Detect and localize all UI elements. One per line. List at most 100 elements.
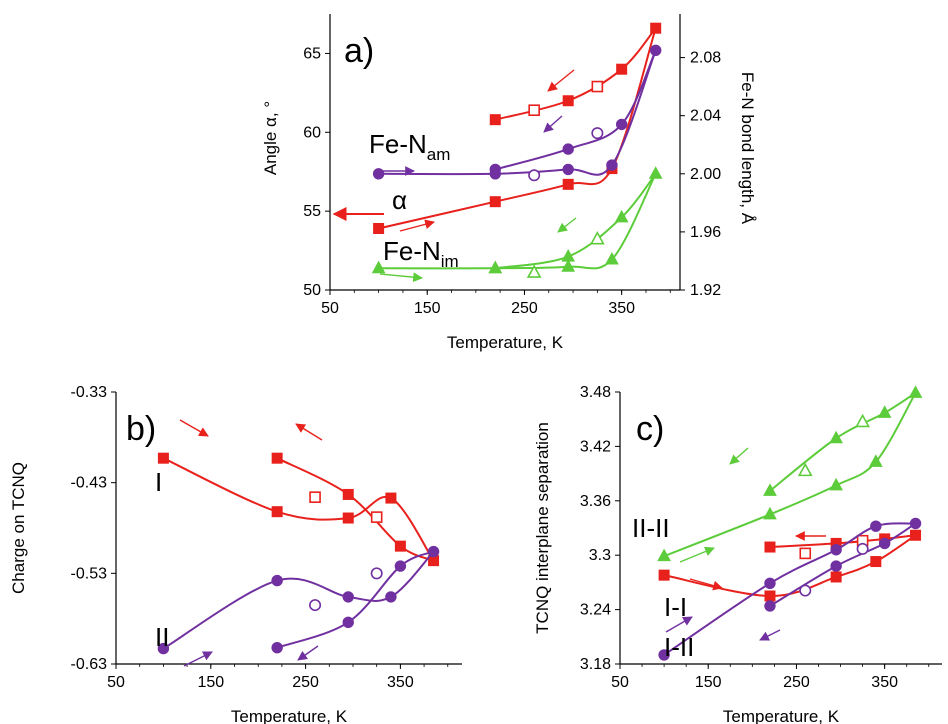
data-point [658, 649, 670, 661]
y-tick-label: -0.43 [71, 475, 108, 492]
data-point [764, 577, 776, 590]
b-purple-cooling-arrow [297, 645, 319, 661]
data-point [271, 506, 283, 518]
y-tick-label: 3.42 [580, 438, 611, 455]
data-point [489, 114, 501, 126]
y-tick-label: 50 [303, 282, 321, 299]
b-red-heating-arrow [179, 419, 209, 437]
y-tick-label: 60 [303, 124, 321, 141]
data-point-open [855, 413, 870, 428]
data-point [764, 590, 776, 602]
x-tick-label: 50 [611, 674, 629, 691]
series-i-label: I [155, 467, 162, 497]
data-point [830, 560, 842, 572]
series-1-cooling-line [276, 550, 434, 649]
data-point [649, 44, 662, 57]
panel-c-y-label: TCNQ interplane separation [533, 422, 552, 634]
series-i-i-label: I-I [664, 592, 687, 622]
x-tick-label: 250 [783, 674, 810, 691]
alpha-label: α [392, 185, 407, 215]
data-point [763, 506, 777, 520]
data-point [271, 574, 283, 587]
panel-a-series [371, 22, 663, 278]
panel-b-x-label: Temperature, K [231, 707, 348, 724]
data-point [909, 517, 922, 530]
data-point-open [528, 169, 541, 182]
x-tick-label: 250 [292, 674, 319, 691]
y2-tick-label: 2.08 [690, 50, 721, 67]
y-tick-label: -0.53 [71, 565, 108, 582]
data-point [562, 143, 574, 155]
data-point [561, 259, 576, 272]
panel-a-x-ticks: 50 150 250 350 [321, 290, 671, 317]
series-i-ii-label: I-II [664, 632, 694, 662]
c-purple-cooling-arrow [759, 629, 781, 641]
series-0-heating-line [162, 457, 435, 562]
panel-b-label: b) [126, 410, 156, 448]
panel-c-y-ticks: 3.48 3.42 3.36 3.3 3.24 3.18 [580, 384, 620, 673]
data-point-open [526, 264, 542, 278]
data-point [658, 569, 670, 581]
data-point [830, 544, 842, 556]
y2-tick-label: 2.00 [690, 166, 721, 183]
b-red-cooling-arrow [295, 423, 323, 441]
panel-b-series [157, 452, 440, 655]
data-point [342, 512, 354, 524]
series-0-cooling-line [276, 457, 434, 562]
panel-c: 50 150 250 350 3.48 3.42 3.36 3.3 3.24 3.18 Temp… [533, 384, 942, 724]
panel-a-y2-label: Fe-N bond length, Å [738, 72, 757, 225]
y-tick-label: 3.18 [580, 656, 611, 673]
data-point [868, 454, 883, 467]
y-tick-label: 3.3 [589, 547, 611, 564]
data-point [385, 492, 397, 504]
data-point-open [370, 511, 383, 523]
c-purple-heating-arrow [665, 616, 693, 633]
data-point [427, 545, 440, 558]
series-2-heating-line [663, 522, 916, 656]
panel-c-x-label: Temperature, K [723, 707, 840, 724]
data-point-open [797, 462, 813, 477]
data-point [385, 591, 397, 603]
series-ii-label: II [155, 622, 169, 652]
y2-tick-label: 1.96 [690, 224, 721, 241]
data-point [648, 166, 663, 179]
panel-a: 50 150 250 350 50 55 60 65 1.92 1.96 2.00 2.04 2.0… [261, 14, 757, 352]
data-point-open [528, 104, 540, 117]
panel-b: 50 150 250 350 -0.33 -0.43 -0.53 -0.63 Tempera… [9, 384, 462, 724]
alpha-cooling-arrow [547, 69, 575, 92]
alpha-heating-arrow [399, 219, 435, 232]
series-2-cooling-line [769, 522, 917, 607]
data-point [562, 95, 574, 107]
fe-n-am-cooling-arrow [543, 115, 563, 133]
data-point [271, 641, 283, 654]
data-point [870, 520, 882, 532]
y2-tick-label: 2.04 [690, 108, 721, 125]
data-point [488, 260, 503, 274]
data-point [342, 616, 354, 628]
data-point [562, 163, 574, 176]
x-tick-label: 50 [321, 300, 339, 317]
data-point [614, 209, 629, 223]
data-point [561, 249, 576, 262]
data-point [908, 385, 923, 398]
series-ii-ii-label: II-II [632, 513, 670, 543]
x-tick-label: 150 [197, 674, 224, 691]
panel-c-label: c) [636, 410, 664, 448]
x-tick-label: 150 [414, 300, 441, 317]
data-point [615, 118, 628, 131]
x-tick-label: 350 [387, 674, 414, 691]
panel-a-y-ticks: 50 55 60 65 [303, 45, 330, 299]
panel-b-y-label: Charge on TCNQ [9, 462, 28, 594]
data-point [394, 560, 407, 572]
fe-n-am-label: Fe-Nam [369, 129, 450, 164]
x-tick-label: 250 [511, 300, 538, 317]
x-tick-label: 350 [871, 674, 898, 691]
data-point [764, 600, 776, 612]
series-1-heating-line [162, 550, 435, 650]
data-point [371, 260, 386, 274]
y-tick-label: -0.63 [71, 656, 108, 673]
data-point-open [309, 491, 321, 503]
data-point-open [856, 542, 869, 555]
data-point-open [799, 547, 812, 560]
